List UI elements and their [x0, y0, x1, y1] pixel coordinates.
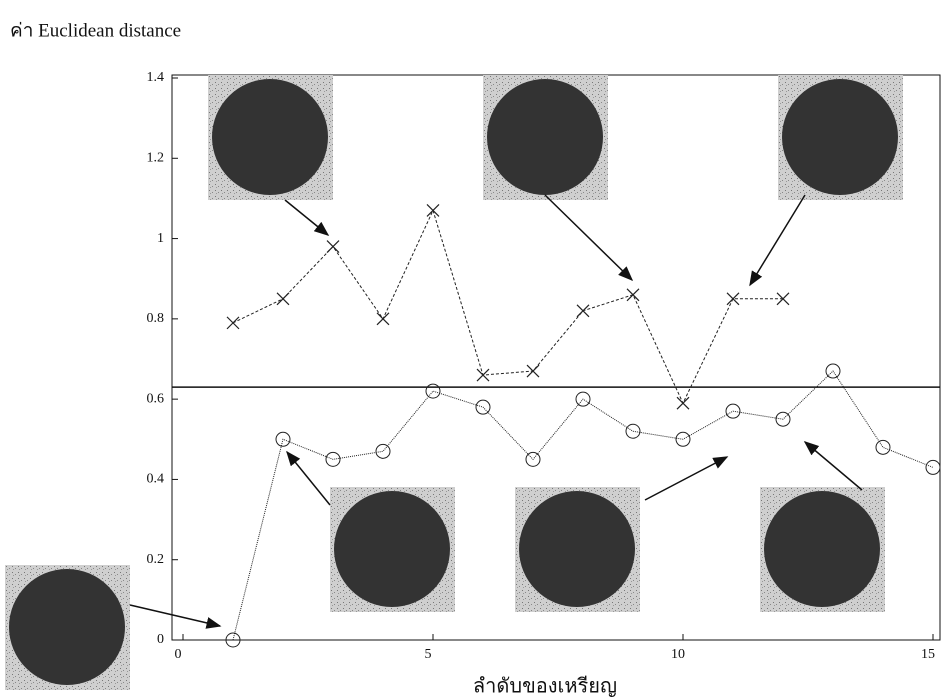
point-cross	[526, 364, 540, 378]
point-circle	[875, 439, 891, 455]
point-circle	[425, 383, 441, 399]
chart-title: ค่า Euclidean distance	[10, 20, 181, 41]
y-tick-label: 0.4	[147, 472, 165, 487]
y-tick-label: 0	[157, 632, 164, 647]
point-circle	[575, 391, 591, 407]
point-cross	[376, 312, 390, 326]
arrows	[129, 194, 863, 629]
point-circle	[825, 363, 841, 379]
y-tick-label: 1.2	[147, 151, 165, 166]
point-circle	[325, 451, 341, 467]
x-tick-label: 0	[175, 647, 182, 662]
x-tick-label: 10	[671, 647, 685, 662]
point-cross	[776, 292, 790, 306]
x-tick-label: 15	[921, 647, 935, 662]
point-cross	[326, 240, 340, 254]
y-tick-label: 0.8	[147, 311, 165, 326]
coin-images	[5, 75, 903, 690]
point-cross	[626, 288, 640, 302]
series-line	[232, 209, 783, 405]
point-circle	[725, 403, 741, 419]
point-circle	[275, 431, 291, 447]
y-tick-label: 1.4	[147, 70, 165, 85]
point-circle	[675, 431, 691, 447]
series-line	[232, 370, 934, 641]
x-tick-label: 5	[425, 647, 432, 662]
point-cross	[476, 368, 490, 382]
point-cross	[226, 316, 240, 330]
y-tick-label: 1	[157, 231, 164, 246]
point-circle	[925, 459, 941, 475]
y-tick-label: 0.6	[147, 391, 165, 406]
point-circle	[775, 411, 791, 427]
point-cross	[726, 292, 740, 306]
point-circle	[525, 451, 541, 467]
point-cross	[276, 292, 290, 306]
x-axis-label: ลำดับของเหรียญ	[473, 676, 617, 698]
y-tick-label: 0.2	[147, 552, 165, 567]
point-cross	[676, 396, 690, 410]
point-cross	[576, 304, 590, 318]
point-circle	[475, 399, 491, 415]
point-circle	[625, 423, 641, 439]
point-circle	[375, 443, 391, 459]
point-cross	[426, 204, 440, 217]
point-circle	[225, 632, 241, 648]
